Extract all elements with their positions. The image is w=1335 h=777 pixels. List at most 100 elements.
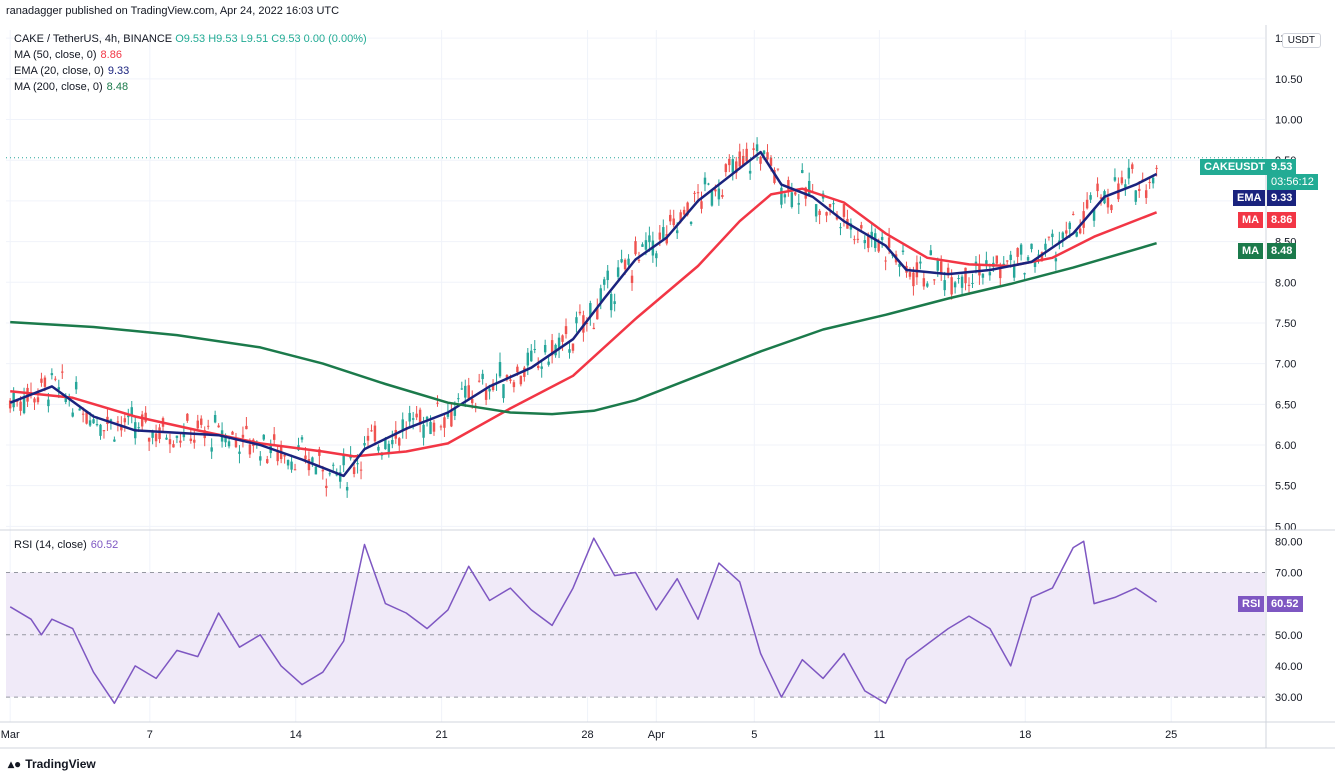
candle-body [175,435,179,438]
candle-body [999,269,1002,279]
candle-body [922,278,926,287]
candle-body [1075,231,1078,237]
candle-body [856,238,860,240]
candle-body [960,276,964,288]
x-tick-label: 5 [751,729,757,741]
candle-body [151,431,154,438]
candle-body [1065,230,1068,234]
candle-body [550,340,554,356]
indicator-ema20[interactable]: EMA (20, close, 0) 9.33 [14,64,129,78]
candle-body [731,159,734,173]
candle-body [609,293,613,311]
candle-body [224,434,227,443]
candle-body [807,180,811,197]
candle-body [43,377,47,387]
candle-body [971,282,974,284]
candle-body [988,272,992,276]
candle-body [603,279,606,285]
ma200-line [10,242,1157,416]
candle-body [47,399,50,407]
candle-body [314,466,318,475]
candle-body [644,240,648,250]
rsi-line [9,537,1158,705]
candle-body [450,410,453,427]
candle-body [245,425,248,430]
y-tick-label: 6.50 [1275,399,1296,411]
candle-body [543,345,547,353]
ema-value-tag: 9.33 [1267,190,1297,206]
candle-body [88,420,92,426]
candle-body [537,365,540,369]
candle-body [1054,258,1058,262]
candle-body [1023,273,1026,275]
candle-body [985,260,988,265]
rsi-tick-label: 50.00 [1275,630,1303,642]
candle-body [387,443,391,453]
candle-body [860,225,863,229]
candle-body [189,438,193,442]
candle-body [853,239,856,241]
candle-body [61,371,64,373]
candle-body [491,383,495,391]
candle-body [523,367,526,377]
candle-body [127,415,130,418]
candle-body [290,461,293,470]
x-tick-label: 11 [874,729,885,741]
candle-body [411,418,415,420]
indicator-ma200[interactable]: MA (200, close, 0) 8.48 [14,80,128,94]
x-tick-label: Mar [1,729,20,741]
countdown-tag: 03:56:12 [1267,174,1318,190]
candle-body [738,151,741,167]
candle-body [794,192,797,195]
candle-body [1037,254,1040,256]
candle-body [1051,233,1054,238]
x-tick-label: 14 [290,729,302,741]
candle-body [884,260,887,262]
candle-body [675,230,679,234]
candle-body [1078,228,1082,234]
candle-body [696,192,700,194]
candle-body [140,414,144,427]
rsi-value-tag: 60.52 [1267,596,1303,612]
indicator-value: 9.33 [107,65,130,77]
x-tick-label: 25 [1165,729,1177,741]
candle-body [130,407,133,416]
candle-body [158,427,161,440]
candle-body [735,161,738,173]
candle-body [436,402,439,404]
candle-body [752,148,755,150]
candle-body [179,440,182,443]
candle-body [627,258,630,265]
candle-body [978,263,981,276]
candle-body [40,378,43,383]
candle-body [165,437,168,440]
y-tick-label: 6.00 [1275,440,1296,452]
indicator-value: 8.48 [106,81,129,93]
candle-body [1144,190,1148,198]
candle-body [509,379,512,381]
candle-body [832,203,835,205]
candle-body [328,473,331,475]
tradingview-logo[interactable]: ▴● TradingView [8,757,96,771]
candle-body [755,144,759,152]
currency-badge[interactable]: USDT [1281,33,1321,48]
candle-body [50,373,54,376]
candle-body [259,456,262,461]
candle-body [575,317,578,324]
candle-body [707,183,710,185]
candle-body [64,396,67,402]
indicator-rsi[interactable]: RSI (14, close) 60.52 [14,538,118,552]
candle-body [1092,209,1096,221]
candle-body [867,235,870,248]
candle-body [304,455,307,460]
candle-body [1110,205,1113,211]
candle-body [168,439,172,445]
candle-body [940,261,943,275]
candle-body [99,424,102,436]
candle-body [919,261,922,264]
candle-body [398,438,401,446]
indicator-ma50[interactable]: MA (50, close, 0) 8.86 [14,48,122,62]
candle-body [19,401,22,411]
indicator-label: MA (50, close, 0) [14,49,97,61]
candle-body [477,380,481,382]
